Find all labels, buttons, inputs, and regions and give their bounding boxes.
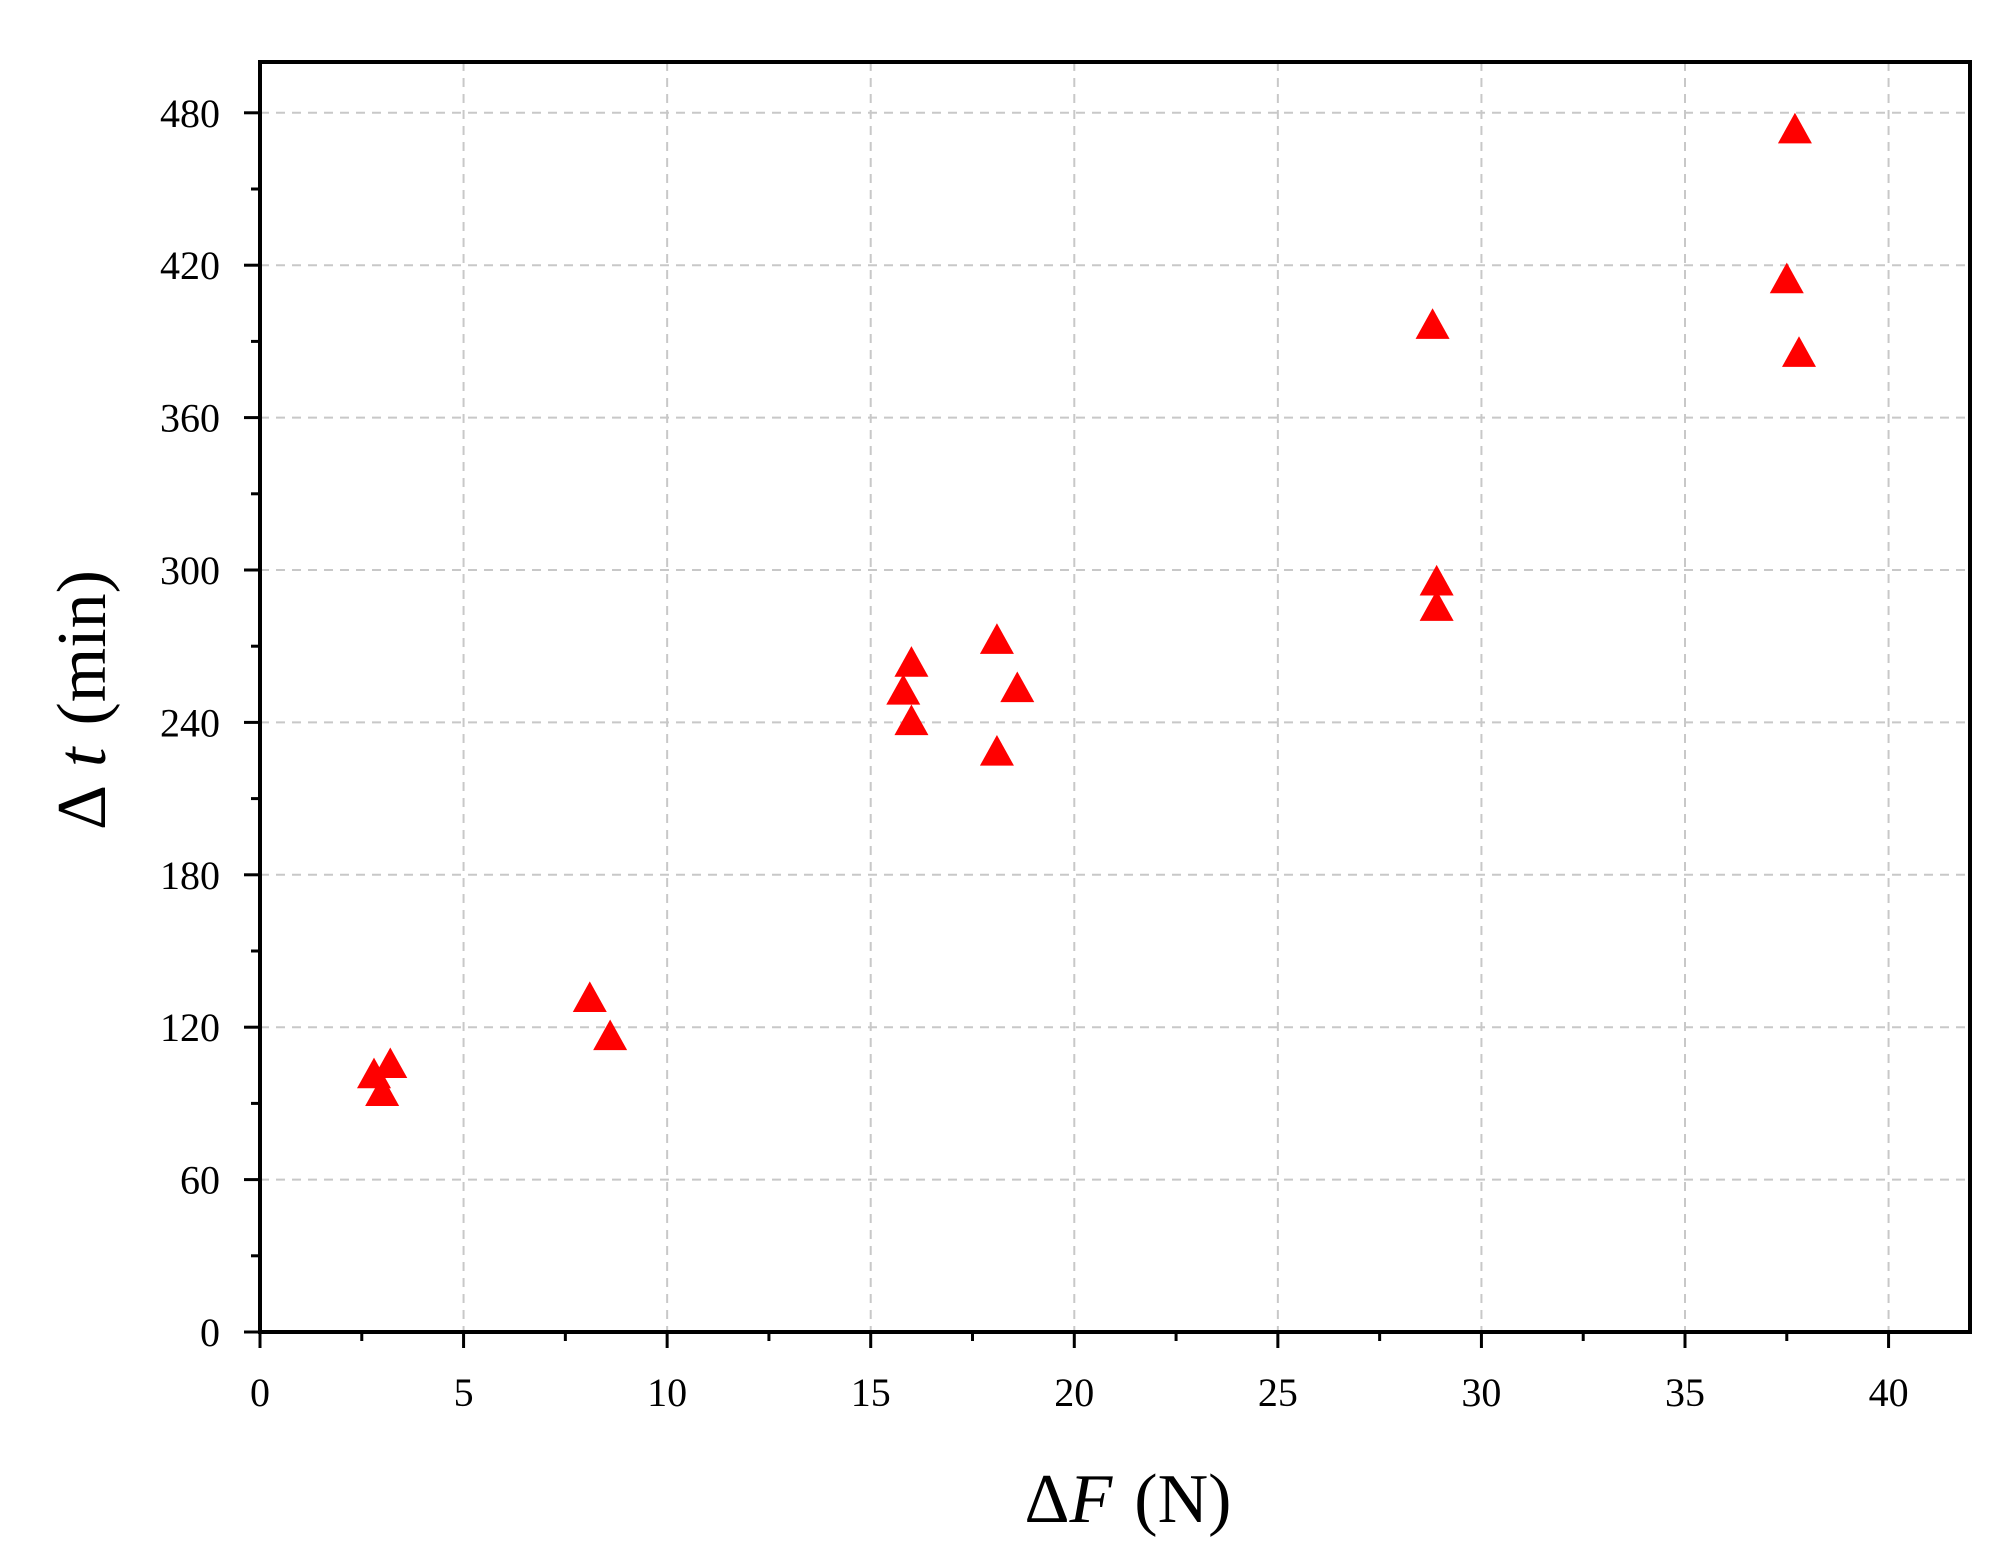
data-point-triangle	[894, 646, 929, 677]
y-tick-label: 420	[160, 243, 220, 288]
y-tick-label: 60	[180, 1158, 220, 1203]
x-tick-label: 35	[1665, 1370, 1705, 1415]
data-point-triangle	[1419, 564, 1454, 596]
x-tick-label: 10	[647, 1370, 687, 1415]
data-point-triangle	[593, 1019, 628, 1051]
data-point-triangle	[1000, 671, 1035, 703]
data-point-triangle	[1769, 262, 1804, 294]
tick-labels: 0 5 10 15 20 25 30 35 40 0 60 120 180 240 300 360 420 480	[160, 91, 1909, 1415]
y-axis-delta: Δ	[44, 785, 121, 830]
data-point-triangle	[979, 735, 1014, 766]
data-point-triangle	[373, 1047, 408, 1079]
x-tick-label: 40	[1869, 1370, 1909, 1415]
data-point-triangle	[1782, 336, 1816, 367]
plot-frame	[258, 60, 1972, 1334]
x-tick-label: 30	[1461, 1370, 1501, 1415]
grid-lines	[260, 62, 1970, 1332]
x-axis-unit: (N)	[1134, 1461, 1231, 1538]
y-tick-label: 120	[160, 1005, 220, 1050]
data-point-triangle	[365, 1075, 400, 1106]
x-tick-label: 20	[1054, 1370, 1094, 1415]
y-tick-label: 240	[160, 700, 220, 745]
data-point-triangle	[1419, 590, 1454, 621]
data-point-triangle	[572, 981, 607, 1013]
x-axis-variable: F	[1069, 1461, 1114, 1538]
data-point-triangle	[1415, 308, 1450, 339]
x-tick-label: 5	[454, 1370, 474, 1415]
data-point-triangle	[979, 623, 1014, 654]
data-points	[357, 112, 1816, 1106]
data-point-triangle	[886, 674, 921, 705]
x-tick-label: 25	[1258, 1370, 1298, 1415]
y-axis-title: Δt (min)	[44, 570, 121, 830]
y-tick-label: 180	[160, 853, 220, 898]
x-axis-delta: Δ	[1025, 1461, 1070, 1538]
axis-ticks	[244, 111, 1891, 1348]
x-axis-title: ΔF (N)	[1025, 1461, 1232, 1538]
y-tick-label: 480	[160, 91, 220, 136]
data-point-triangle	[894, 704, 929, 736]
data-point-triangle	[1777, 112, 1812, 144]
y-tick-label: 0	[200, 1310, 220, 1355]
y-tick-label: 360	[160, 396, 220, 441]
x-tick-label: 0	[250, 1370, 270, 1415]
y-axis-variable: t	[44, 746, 121, 767]
x-tick-label: 15	[851, 1370, 891, 1415]
y-axis-unit: (min)	[44, 570, 121, 726]
y-tick-label: 300	[160, 548, 220, 593]
